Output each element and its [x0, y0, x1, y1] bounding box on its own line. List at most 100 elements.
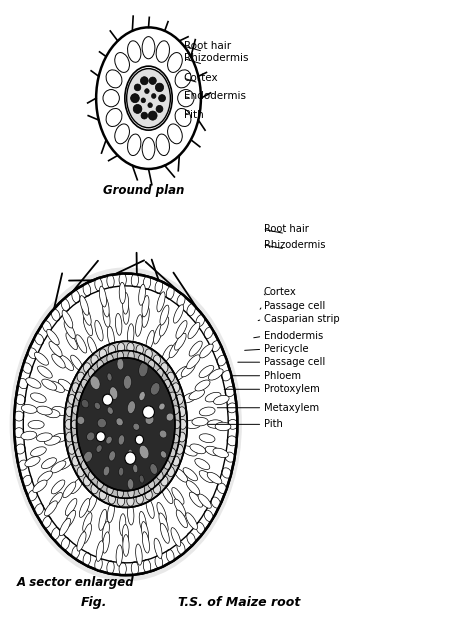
- Ellipse shape: [35, 333, 44, 345]
- Ellipse shape: [102, 296, 109, 317]
- Ellipse shape: [171, 528, 181, 546]
- Ellipse shape: [91, 355, 98, 365]
- Ellipse shape: [154, 538, 162, 558]
- Ellipse shape: [83, 363, 91, 373]
- Ellipse shape: [204, 510, 213, 522]
- Ellipse shape: [117, 351, 124, 362]
- Ellipse shape: [128, 134, 141, 155]
- Ellipse shape: [90, 376, 100, 389]
- Ellipse shape: [176, 394, 183, 404]
- Ellipse shape: [146, 330, 154, 351]
- Ellipse shape: [142, 532, 149, 553]
- Ellipse shape: [95, 402, 100, 409]
- Ellipse shape: [215, 422, 231, 431]
- Ellipse shape: [128, 351, 134, 362]
- Ellipse shape: [96, 541, 104, 561]
- Ellipse shape: [95, 278, 102, 291]
- Ellipse shape: [133, 104, 142, 114]
- Ellipse shape: [160, 363, 168, 373]
- Ellipse shape: [95, 320, 103, 341]
- Ellipse shape: [71, 420, 79, 428]
- Ellipse shape: [38, 471, 53, 483]
- Ellipse shape: [228, 419, 238, 429]
- Ellipse shape: [106, 437, 112, 444]
- Ellipse shape: [107, 373, 112, 381]
- Text: Ground plan: Ground plan: [103, 184, 185, 197]
- Ellipse shape: [139, 445, 149, 459]
- Ellipse shape: [177, 89, 194, 107]
- Ellipse shape: [186, 513, 197, 530]
- Ellipse shape: [115, 53, 130, 73]
- Ellipse shape: [187, 355, 200, 369]
- Ellipse shape: [142, 138, 155, 160]
- Ellipse shape: [139, 284, 145, 306]
- Ellipse shape: [187, 533, 195, 545]
- Ellipse shape: [167, 466, 174, 476]
- Ellipse shape: [157, 292, 165, 312]
- Ellipse shape: [176, 445, 183, 455]
- Text: Metaxylem: Metaxylem: [264, 403, 319, 413]
- Ellipse shape: [125, 452, 136, 465]
- Ellipse shape: [77, 416, 84, 424]
- Ellipse shape: [42, 516, 51, 528]
- Ellipse shape: [227, 403, 237, 413]
- Ellipse shape: [21, 404, 37, 414]
- Text: Pith: Pith: [183, 110, 203, 120]
- Ellipse shape: [107, 407, 113, 414]
- Ellipse shape: [97, 360, 104, 371]
- Ellipse shape: [175, 109, 191, 127]
- Ellipse shape: [80, 296, 89, 315]
- Ellipse shape: [160, 430, 167, 438]
- Ellipse shape: [195, 380, 210, 391]
- Text: A sector enlarged: A sector enlarged: [17, 576, 134, 589]
- Ellipse shape: [106, 109, 122, 127]
- Ellipse shape: [128, 487, 134, 498]
- Ellipse shape: [65, 419, 72, 429]
- Ellipse shape: [176, 320, 187, 338]
- Ellipse shape: [143, 560, 151, 573]
- Ellipse shape: [172, 456, 179, 466]
- Ellipse shape: [83, 512, 92, 532]
- Ellipse shape: [184, 420, 201, 428]
- Ellipse shape: [118, 496, 124, 506]
- Ellipse shape: [119, 283, 125, 304]
- Ellipse shape: [227, 436, 237, 446]
- Ellipse shape: [83, 524, 92, 543]
- Ellipse shape: [225, 452, 235, 462]
- Ellipse shape: [116, 545, 123, 566]
- Ellipse shape: [35, 504, 44, 515]
- Ellipse shape: [162, 486, 173, 504]
- Ellipse shape: [102, 532, 110, 553]
- Ellipse shape: [52, 406, 68, 415]
- Ellipse shape: [136, 345, 143, 355]
- Ellipse shape: [198, 494, 211, 509]
- Ellipse shape: [97, 478, 104, 489]
- Ellipse shape: [49, 342, 62, 356]
- Ellipse shape: [71, 355, 83, 371]
- Ellipse shape: [15, 444, 25, 454]
- Ellipse shape: [36, 406, 52, 415]
- Ellipse shape: [26, 378, 41, 388]
- Ellipse shape: [103, 89, 119, 107]
- Ellipse shape: [181, 363, 195, 377]
- Ellipse shape: [87, 432, 95, 441]
- Ellipse shape: [72, 434, 80, 443]
- Ellipse shape: [146, 498, 154, 519]
- Ellipse shape: [152, 94, 156, 99]
- Ellipse shape: [192, 417, 208, 426]
- Ellipse shape: [71, 478, 83, 494]
- Ellipse shape: [28, 420, 44, 429]
- Ellipse shape: [133, 465, 138, 473]
- Ellipse shape: [83, 283, 91, 296]
- Ellipse shape: [139, 392, 145, 401]
- Ellipse shape: [62, 310, 73, 328]
- Ellipse shape: [168, 53, 182, 73]
- Ellipse shape: [172, 420, 180, 428]
- Ellipse shape: [174, 499, 186, 516]
- Ellipse shape: [99, 509, 106, 530]
- Circle shape: [10, 268, 242, 581]
- Ellipse shape: [106, 70, 122, 88]
- Ellipse shape: [49, 381, 65, 392]
- Ellipse shape: [204, 327, 213, 338]
- Ellipse shape: [119, 273, 126, 286]
